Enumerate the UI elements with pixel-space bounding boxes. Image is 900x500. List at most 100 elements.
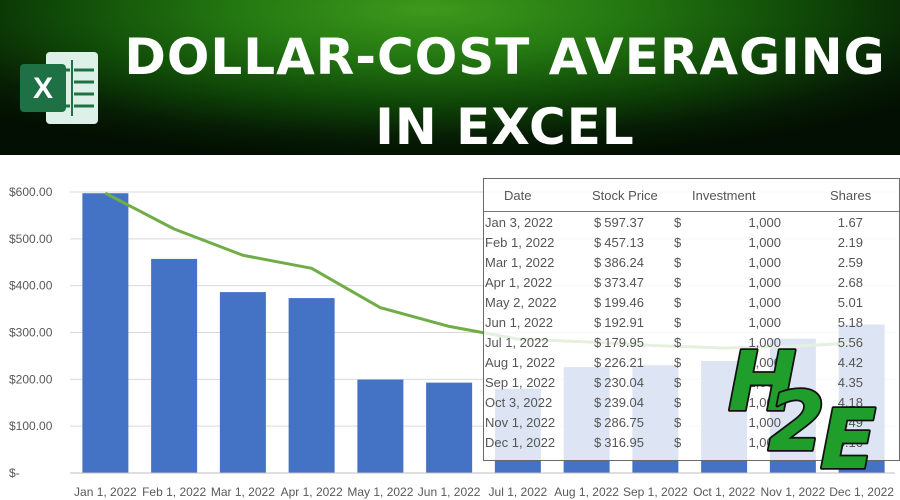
y-tick-label: $300.00	[9, 326, 53, 340]
purchase-table: Date Stock Price Investment Shares Jan 3…	[483, 178, 900, 461]
cell-price-currency: $	[594, 415, 602, 430]
x-axis: Jan 1, 2022 Feb 1, 2022 Mar 1, 2022 Apr 1, …	[70, 472, 895, 499]
price-bar	[357, 379, 404, 473]
header-shares: Shares	[830, 188, 872, 203]
cell-investment: 1,000	[748, 295, 781, 310]
cell-shares: 3.49	[837, 415, 863, 430]
y-tick-label: $500.00	[9, 232, 53, 246]
cell-investment: 1,000	[748, 215, 781, 230]
table-row: Apr 1, 2022 $373.47 $1,000 2.68	[484, 273, 899, 293]
cell-investment: 1,000	[748, 335, 781, 350]
cell-shares: 3.16	[837, 435, 863, 450]
x-tick-label: May 1, 2022	[347, 485, 413, 499]
cell-investment-currency: $	[674, 215, 682, 230]
table-row: Oct 3, 2022 $239.04 $1,000 4.18	[484, 393, 899, 413]
h2e-logo-icon: H 2 E	[728, 338, 878, 473]
cell-price: 286.75	[604, 415, 644, 430]
cell-investment-currency: $	[674, 335, 682, 350]
cell-price: 179.95	[604, 335, 644, 350]
cell-shares: 5.01	[837, 295, 863, 310]
cell-date: Mar 1, 2022	[485, 255, 555, 270]
y-tick-label: $200.00	[9, 372, 53, 386]
table-row: Feb 1, 2022 $457.13 $1,000 2.19	[484, 233, 899, 253]
x-tick-label: Dec 1, 2022	[829, 485, 894, 499]
header-investment: Investment	[692, 188, 756, 203]
cell-date: Jan 3, 2022	[485, 215, 553, 230]
cell-price: 239.04	[604, 395, 644, 410]
cell-investment-currency: $	[674, 355, 682, 370]
cell-shares: 1.67	[837, 215, 863, 230]
cell-price: 226.21	[604, 355, 644, 370]
cell-shares: 4.18	[837, 395, 863, 410]
price-bar	[219, 292, 266, 473]
table-row: Nov 1, 2022 $286.75 $1,000 3.49	[484, 413, 899, 433]
y-tick-label: $600.00	[9, 185, 53, 199]
cell-price-currency: $	[594, 335, 602, 350]
cell-shares: 2.59	[837, 255, 863, 270]
excel-logo-letter: X	[33, 72, 53, 105]
banner-title-line-1: DOLLAR-COST AVERAGING	[124, 28, 886, 86]
price-bar	[288, 298, 335, 473]
cell-price-currency: $	[594, 315, 602, 330]
cell-investment: 1,000	[748, 235, 781, 250]
y-tick-label: $-	[9, 466, 20, 480]
table-row: Jun 1, 2022 $192.91 $1,000 5.18	[484, 313, 899, 333]
price-bar	[426, 382, 473, 473]
cell-investment: 1,000	[748, 395, 781, 410]
cell-date: Jun 1, 2022	[485, 315, 553, 330]
x-tick-label: Oct 1, 2022	[693, 485, 755, 499]
banner-title-line-2: IN EXCEL	[375, 98, 635, 155]
h2e-letter-2: 2	[768, 375, 825, 470]
cell-shares: 2.68	[837, 275, 863, 290]
cell-date: Oct 3, 2022	[485, 395, 553, 410]
cell-investment: 1,000	[748, 275, 781, 290]
table-row: Jan 3, 2022 $597.37 $1,000 1.67	[484, 213, 899, 233]
cell-date: May 2, 2022	[485, 295, 557, 310]
cell-price: 386.24	[604, 255, 644, 270]
x-tick-label: Apr 1, 2022	[281, 485, 343, 499]
cell-investment: 1,000	[748, 315, 781, 330]
cell-price-currency: $	[594, 275, 602, 290]
x-tick-label: Sep 1, 2022	[623, 485, 688, 499]
cell-shares: 4.35	[837, 375, 863, 390]
cell-investment-currency: $	[674, 275, 682, 290]
table-row: May 2, 2022 $199.46 $1,000 5.01	[484, 293, 899, 313]
cell-price: 230.04	[604, 375, 644, 390]
cell-date: Nov 1, 2022	[485, 415, 556, 430]
table-row: Jul 1, 2022 $179.95 $1,000 5.56	[484, 333, 899, 353]
cell-investment: 1,000	[748, 375, 781, 390]
cell-investment: 1,000	[748, 435, 781, 450]
y-tick-label: $100.00	[9, 419, 53, 433]
table-row: Mar 1, 2022 $386.24 $1,000 2.59	[484, 253, 899, 273]
cell-investment: 1,000	[748, 255, 781, 270]
header-date: Date	[504, 188, 532, 203]
cell-price-currency: $	[594, 355, 602, 370]
cell-price-currency: $	[594, 215, 602, 230]
cell-date: Feb 1, 2022	[485, 235, 555, 250]
cell-investment-currency: $	[674, 375, 682, 390]
cell-shares: 5.56	[837, 335, 863, 350]
table-row: Aug 1, 2022 $226.21 $1,000 4.42	[484, 353, 899, 373]
cell-price-currency: $	[594, 235, 602, 250]
cell-price: 316.95	[604, 435, 644, 450]
cell-investment: 1,000	[748, 355, 781, 370]
cell-price: 199.46	[604, 295, 644, 310]
h2e-letter-h: H	[728, 338, 797, 430]
table-header-row: Date Stock Price Investment Shares	[484, 179, 899, 212]
cell-price: 597.37	[604, 215, 644, 230]
cell-shares: 5.18	[837, 315, 863, 330]
price-bar	[151, 258, 198, 473]
y-tick-label: $400.00	[9, 279, 53, 293]
cell-date: Jul 1, 2022	[485, 335, 549, 350]
cell-investment-currency: $	[674, 395, 682, 410]
table-row: Sep 1, 2022 $230.04 $1,000 4.35	[484, 373, 899, 393]
x-tick-label: Aug 1, 2022	[554, 485, 619, 499]
cell-date: Apr 1, 2022	[485, 275, 553, 290]
header-stock-price: Stock Price	[592, 188, 658, 203]
cell-price: 373.47	[604, 275, 644, 290]
cell-shares: 4.42	[837, 355, 863, 370]
cell-shares: 2.19	[837, 235, 863, 250]
x-tick-label: Feb 1, 2022	[142, 485, 206, 499]
header-banner: X DOLLAR-COST AVERAGING IN EXCEL	[0, 0, 900, 155]
cell-investment-currency: $	[674, 255, 682, 270]
